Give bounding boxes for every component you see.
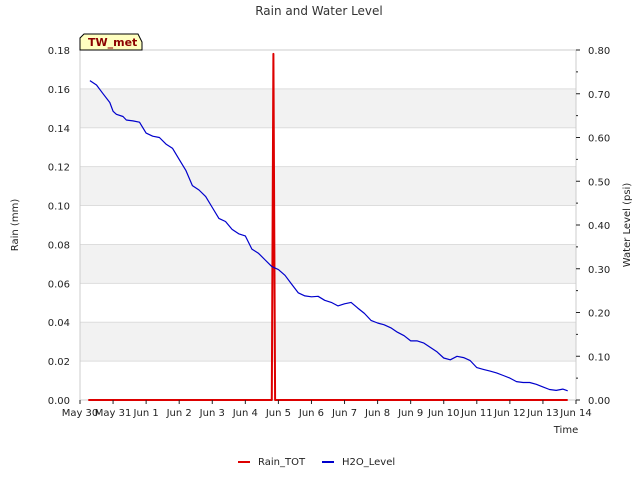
y-left-tick-label: 0.18: [48, 46, 70, 57]
y-right-tick-label: 0.40: [588, 221, 610, 232]
plot-band: [80, 322, 576, 362]
series-line-rain-tot: [88, 52, 568, 401]
y-right-tick-label: 0.60: [588, 134, 610, 145]
y-left-tick-label: 0.00: [48, 396, 70, 407]
y-right-tick-label: 0.20: [588, 309, 610, 320]
legend-label: Rain_TOT: [258, 457, 306, 468]
x-tick-label: Jun 7: [331, 408, 357, 419]
x-tick-label: Jun 13: [526, 408, 559, 419]
left-axis: 0.00 0.02 0.04 0.06 0.08 0.10 0.12 0.14 0.16 0.18: [48, 46, 70, 407]
plot-band: [80, 88, 576, 128]
y-axis-left-title: Rain (mm): [10, 199, 21, 252]
chart-title: Rain and Water Level: [255, 4, 383, 18]
y-left-tick-label: 0.14: [48, 124, 70, 135]
x-tick-label: Jun 12: [493, 408, 526, 419]
x-tick-label: Jun 6: [298, 408, 324, 419]
y-right-tick-label: 0.00: [588, 396, 610, 407]
legend-label: H2O_Level: [342, 457, 395, 468]
y-left-tick-label: 0.04: [48, 318, 70, 329]
station-badge: TW_met: [79, 33, 143, 51]
y-right-tick-label: 0.30: [588, 265, 610, 276]
x-tick-label: Jun 2: [166, 408, 192, 419]
y-left-tick-label: 0.10: [48, 202, 70, 213]
y-left-tick-label: 0.08: [48, 240, 70, 251]
x-tick-label: Jun 1: [133, 408, 159, 419]
x-tick-label: Jun 4: [232, 408, 258, 419]
x-tick-label: Jun 10: [427, 408, 460, 419]
plot-band: [80, 244, 576, 284]
station-badge-label: TW_met: [88, 36, 137, 49]
y-left-tick-label: 0.16: [48, 85, 70, 96]
x-tick-label: Jun 14: [559, 408, 592, 419]
y-left-tick-label: 0.06: [48, 279, 70, 290]
y-right-tick-label: 0.80: [588, 46, 610, 57]
legend: Rain_TOT H2O_Level: [238, 457, 395, 468]
series-line-h2o-level: [89, 80, 568, 392]
x-tick-label: Jun 9: [397, 408, 423, 419]
y-left-tick-label: 0.12: [48, 163, 70, 174]
x-tick-label: Jun 8: [364, 408, 390, 419]
x-tick-label: Jun 3: [199, 408, 225, 419]
y-axis-right-title: Water Level (psi): [622, 183, 633, 268]
right-axis: 0.00 0.10 0.20 0.30 0.40 0.50 0.60 0.70 0.80: [576, 46, 610, 407]
x-tick-label: May 31: [95, 408, 132, 419]
y-right-tick-label: 0.10: [588, 352, 610, 363]
x-tick-label: Jun 11: [460, 408, 493, 419]
y-right-tick-label: 0.70: [588, 90, 610, 101]
x-axis-title: Time: [553, 425, 578, 436]
y-left-tick-label: 0.02: [48, 357, 70, 368]
plot-background-bands: [80, 88, 576, 362]
y-right-tick-label: 0.50: [588, 177, 610, 188]
x-tick-label: May 30: [62, 408, 99, 419]
series-layer: [88, 52, 568, 401]
plot-band: [80, 166, 576, 206]
x-tick-label: Jun 5: [265, 408, 291, 419]
